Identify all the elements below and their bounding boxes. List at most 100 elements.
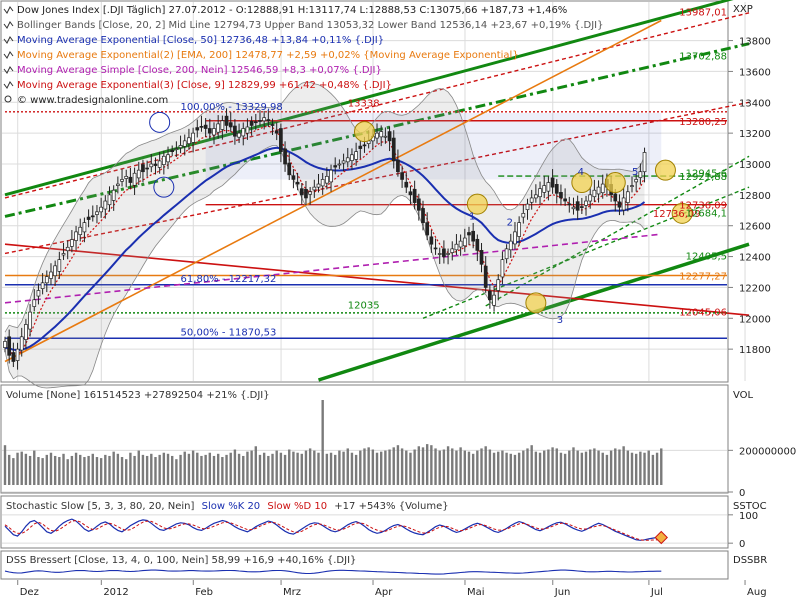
volume-bar [354, 454, 358, 485]
candle-body [78, 226, 83, 236]
volume-tick-label: 0 [739, 488, 745, 499]
candle-body [325, 175, 329, 184]
volume-bar [12, 458, 15, 485]
candle-body [496, 279, 501, 291]
price-legend-entry: © www.tradesignalonline.com [17, 95, 168, 106]
candle-body [550, 177, 555, 188]
price-legend-entry: Moving Average Exponential(2) [EMA, 200]… [17, 50, 519, 61]
volume-bar [129, 452, 132, 485]
candle-body [157, 160, 162, 168]
volume-bar [37, 457, 40, 485]
pattern-circle [153, 176, 175, 198]
volume-tick-label: 200000000 [739, 446, 796, 457]
price-legend-entry: Bollinger Bands [Close, 20, 2] Mid Line … [17, 20, 603, 31]
volume-bar [547, 449, 550, 485]
volume-bar [388, 449, 391, 485]
volume-bar [543, 450, 546, 485]
volume-bar [559, 452, 563, 485]
volume-bar [20, 451, 23, 485]
volume-bar [70, 455, 74, 485]
dss-panel: DSS Bressert [Close, 13, 4, 0, 100, Nein… [0, 550, 767, 580]
volume-bar [137, 450, 140, 485]
price-scale-label: XXP [733, 4, 753, 15]
candle-body [233, 125, 237, 137]
volume-bar [112, 451, 115, 485]
candle-body [596, 186, 601, 195]
price-annotation: 12035 [348, 300, 380, 311]
x-tick-label: Dez [20, 587, 39, 598]
channel-line [4, 12, 750, 199]
volume-bar [392, 447, 395, 485]
candle-body [182, 140, 187, 147]
copyright-icon [4, 95, 12, 103]
candle-body [362, 144, 367, 147]
volume-bar [580, 452, 584, 485]
candle-body [299, 188, 304, 196]
volume-bar [216, 453, 220, 485]
x-tick-label: Jun [554, 587, 571, 598]
volume-bar [313, 450, 316, 485]
volume-bar [589, 449, 592, 485]
legend-line-icon [3, 6, 14, 14]
volume-bar [425, 444, 429, 485]
candle-body [337, 163, 342, 166]
volume-bar [95, 457, 99, 485]
volume-bar [497, 451, 500, 485]
x-tick-label: Jul [650, 587, 663, 598]
volume-bar [438, 450, 441, 485]
candle-body [554, 184, 559, 194]
volume-panel-frame [0, 384, 729, 494]
candle-body [19, 336, 24, 351]
candle-body [216, 123, 221, 133]
price-tick-label: 12600 [739, 222, 771, 233]
price-panel-frame [0, 0, 729, 383]
volume-bar [267, 455, 270, 485]
volume-bar [363, 448, 366, 485]
candle-body [141, 164, 145, 173]
volume-bar [647, 450, 650, 485]
candle-body [187, 137, 191, 144]
volume-bar [325, 453, 329, 485]
price-level-label: 12277,27 [679, 272, 727, 283]
volume-bar [300, 453, 303, 485]
candle-body [82, 222, 87, 233]
candle-body [107, 194, 112, 206]
price-tick-label: 11800 [739, 345, 771, 356]
volume-bar [375, 452, 379, 485]
volume-bar [576, 450, 579, 485]
pattern-circle [525, 292, 547, 314]
volume-bar [334, 454, 337, 485]
candle-body [450, 248, 455, 253]
x-tick-label: Mrz [283, 587, 301, 598]
candle-body [291, 175, 296, 180]
candle-body [312, 186, 317, 191]
volume-bar [162, 452, 166, 485]
volume-bar [446, 446, 450, 485]
stochastic-y-axis: 0 100 [728, 511, 758, 550]
candle-body [529, 197, 534, 203]
candle-body [199, 126, 204, 128]
volume-bar [329, 452, 333, 485]
volume-bar [196, 452, 199, 485]
volume-bar [49, 452, 53, 485]
volume-bar [28, 455, 32, 485]
volume-y-axis: 0 200000000 [728, 446, 796, 499]
volume-bar [87, 455, 90, 485]
candle-body [379, 131, 384, 138]
x-tick-label: Mai [467, 587, 485, 598]
volume-bar [413, 449, 416, 485]
volume-bar [501, 450, 504, 485]
volume-bar [342, 451, 345, 485]
candle-body [584, 200, 588, 206]
dss-line [4, 569, 662, 575]
stochastic-legend-k: Slow %K 20 [202, 501, 261, 512]
price-annotation: 2 [507, 218, 513, 229]
volume-bar [104, 454, 107, 485]
candle-body [546, 182, 551, 192]
candle-body [15, 348, 20, 361]
stochastic-tick-label: 0 [739, 539, 745, 550]
candle-body [617, 201, 622, 208]
stochastic-tick-label: 100 [739, 511, 758, 522]
volume-bar [480, 448, 483, 485]
channel-line [485, 155, 750, 307]
